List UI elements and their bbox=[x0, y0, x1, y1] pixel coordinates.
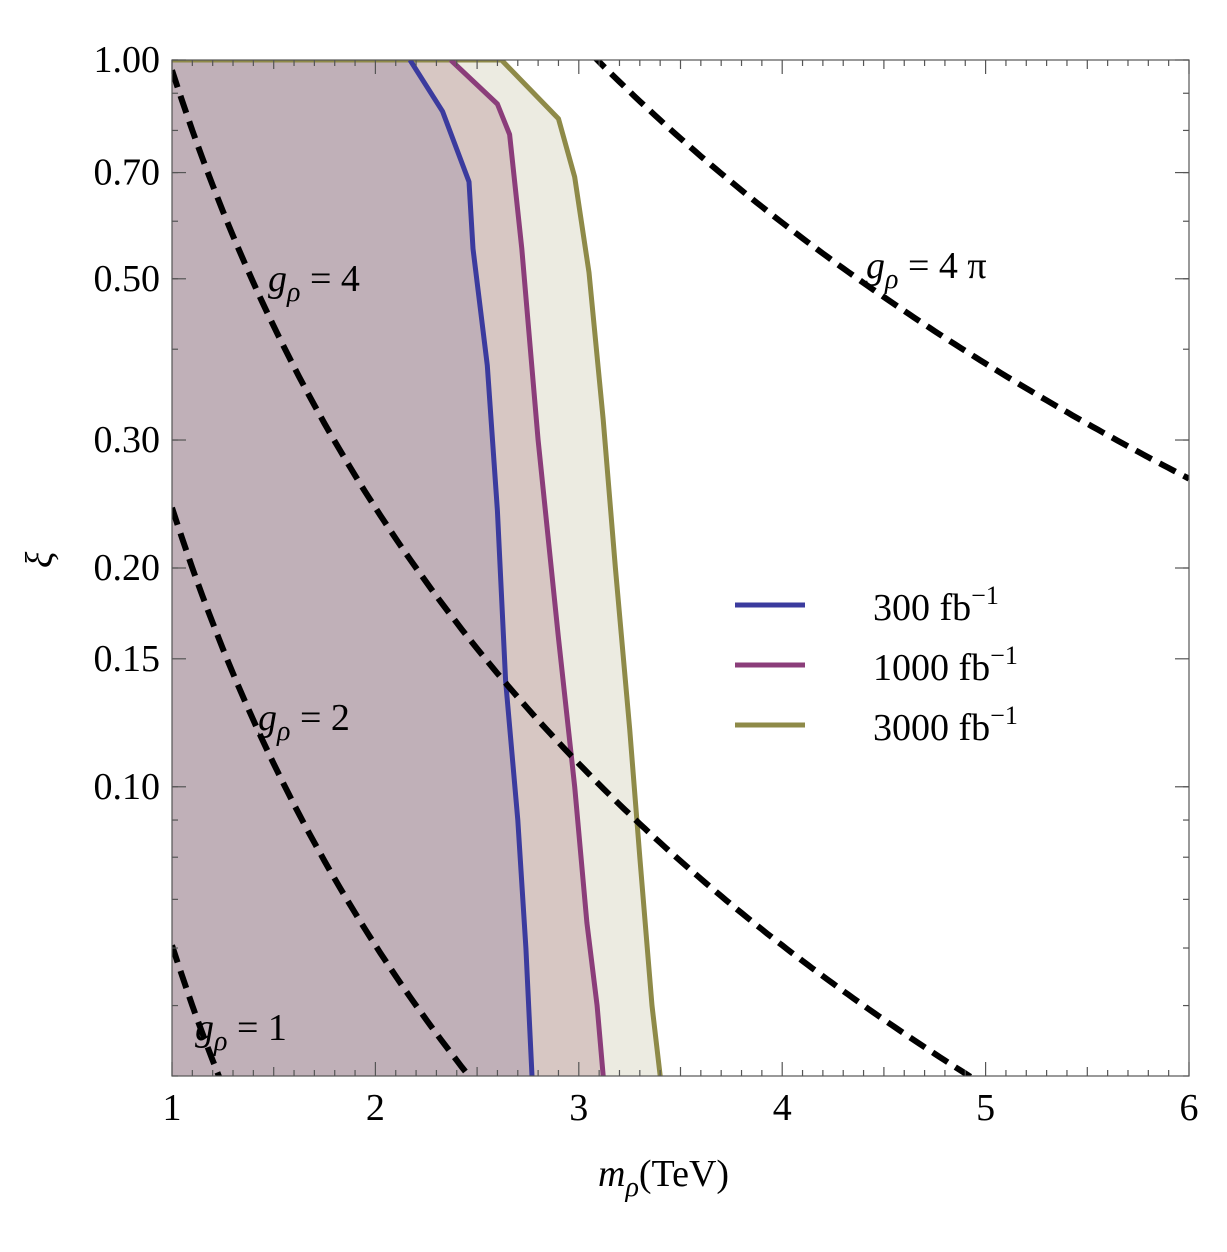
x-axis-label: mρ(TeV) bbox=[598, 1153, 729, 1203]
y-tick-label: 0.20 bbox=[94, 547, 161, 589]
curve-3000-fb bbox=[172, 60, 663, 1076]
x-tick-label: 2 bbox=[366, 1087, 385, 1129]
curve-300-fb bbox=[407, 60, 535, 1076]
curve-1000-fb bbox=[448, 60, 606, 1076]
region-300-fb bbox=[172, 60, 532, 1076]
y-tick-label: 0.70 bbox=[94, 152, 161, 194]
legend-label-300: 300 fb−1 bbox=[873, 581, 999, 629]
y-tick-label: 0.30 bbox=[94, 419, 161, 461]
dashed-curve-g2 bbox=[172, 506, 473, 1076]
label-g1: gρ = 1 bbox=[195, 1007, 287, 1057]
x-tick-label: 5 bbox=[976, 1087, 995, 1129]
legend: 300 fb−1 1000 fb−1 3000 fb−1 bbox=[735, 581, 1018, 749]
x-tick-label: 6 bbox=[1180, 1087, 1199, 1129]
legend-label-3000: 3000 fb−1 bbox=[873, 701, 1018, 749]
y-tick-label: 0.50 bbox=[94, 258, 161, 300]
y-axis-label: ξ bbox=[19, 551, 61, 568]
y-tick-label: 0.15 bbox=[94, 638, 161, 680]
dashed-curve-g4 bbox=[172, 69, 975, 1076]
legend-label-1000: 1000 fb−1 bbox=[873, 641, 1018, 689]
x-tick-label: 1 bbox=[163, 1087, 182, 1129]
dashed-curve-g12.566 bbox=[593, 60, 1189, 482]
label-g4pi: gρ = 4 π bbox=[866, 245, 987, 295]
x-tick-label: 3 bbox=[569, 1087, 588, 1129]
label-g2: gρ = 2 bbox=[258, 697, 350, 747]
label-g4: gρ = 4 bbox=[268, 258, 360, 308]
x-tick-label: 4 bbox=[773, 1087, 792, 1129]
y-tick-label: 1.00 bbox=[94, 39, 161, 81]
y-tick-label: 0.10 bbox=[94, 766, 161, 808]
